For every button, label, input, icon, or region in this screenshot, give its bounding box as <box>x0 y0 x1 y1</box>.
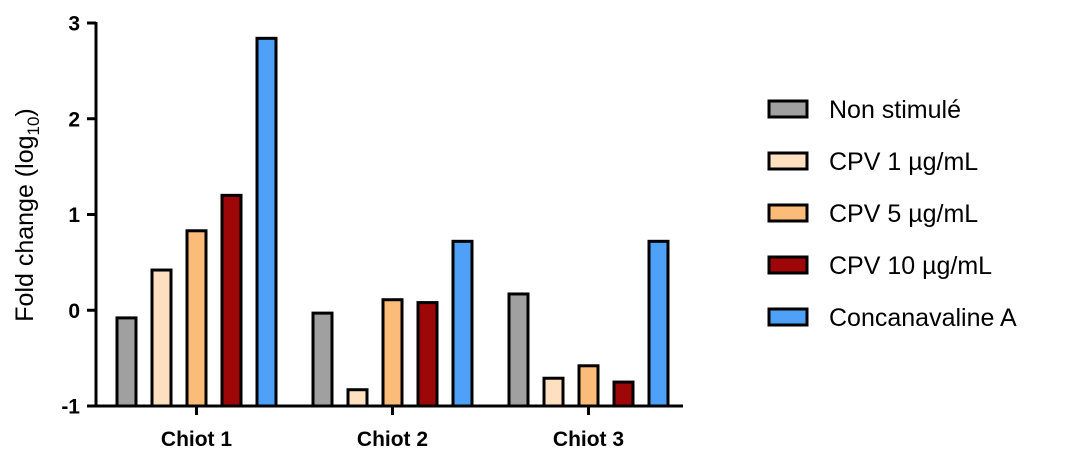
bar-1-4 <box>220 193 243 408</box>
bar-3-3 <box>577 364 600 408</box>
bars-group <box>115 36 670 408</box>
bar-3-1 <box>507 292 530 408</box>
bar-3-5 <box>647 239 670 408</box>
bar-1-2 <box>150 268 173 408</box>
x-tick-label: Chiot 3 <box>553 428 624 451</box>
bar-1-1 <box>115 316 138 408</box>
y-tick-label: 3 <box>68 13 80 36</box>
legend-label: Non stimulé <box>829 96 961 124</box>
bar-1-3 <box>185 229 208 408</box>
y-axis-label-close: ) <box>11 108 39 116</box>
x-tick-label: Chiot 2 <box>357 428 428 451</box>
y-axis-label-main: Fold change (log <box>11 136 39 322</box>
y-tick-label: 1 <box>68 204 80 227</box>
svg-text:Fold change (log10): Fold change (log10) <box>11 108 43 321</box>
legend-swatch <box>767 151 809 171</box>
y-axis-label: Fold change (log10) <box>11 108 43 321</box>
bar-3-2 <box>542 376 565 408</box>
legend: Non stimulé CPV 1 µg/mL CPV 5 µg/mL CPV 10 … <box>767 96 1017 332</box>
bar-3-4 <box>612 380 635 408</box>
y-tick-label: 0 <box>68 300 80 323</box>
y-tick-label: -1 <box>61 396 80 419</box>
axes-group: -1 0 1 2 3 Chiot 1 Chiot 2 Chiot 3 <box>61 13 683 451</box>
bar-2-4 <box>416 301 439 408</box>
legend-label: CPV 1 µg/mL <box>829 148 978 176</box>
y-tick-label: 2 <box>68 108 80 131</box>
bar-2-1 <box>311 311 334 408</box>
bar-2-3 <box>381 298 404 408</box>
legend-swatch <box>767 307 809 327</box>
legend-swatch <box>767 99 809 119</box>
x-tick-label: Chiot 1 <box>161 428 232 451</box>
y-axis-label-subscript: 10 <box>24 117 43 136</box>
legend-swatch <box>767 203 809 223</box>
legend-label: CPV 5 µg/mL <box>829 200 978 228</box>
legend-label: CPV 10 µg/mL <box>829 252 992 280</box>
bar-2-5 <box>451 239 474 408</box>
bar-2-2 <box>346 388 369 408</box>
legend-swatch <box>767 255 809 275</box>
legend-label: Concanavaline A <box>829 304 1017 332</box>
bar-1-5 <box>255 36 278 408</box>
